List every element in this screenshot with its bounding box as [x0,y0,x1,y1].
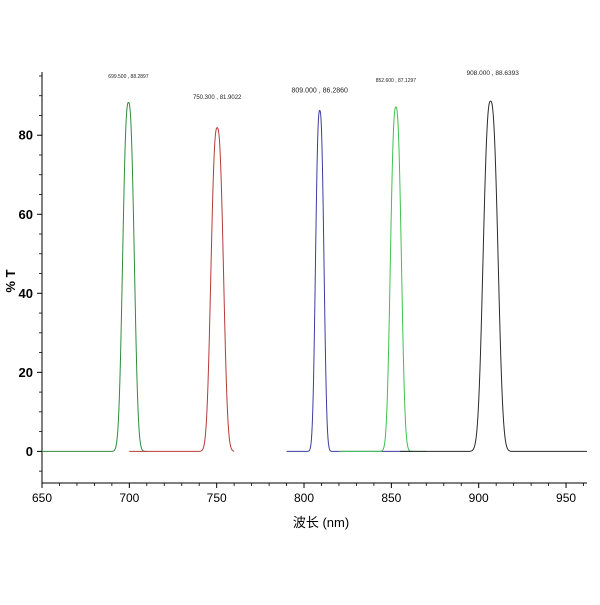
series-group [42,100,587,452]
x-tick-label: 950 [556,491,576,505]
series-line-5 [400,100,587,452]
peak-annotation-3: 809.000 , 86.2860 [292,88,349,95]
x-tick-label: 750 [207,491,227,505]
x-tick-label: 800 [294,491,314,505]
peak-annotation-2: 750.300 , 81.9022 [193,95,242,101]
x-tick-label: 650 [32,491,52,505]
y-tick-label: 80 [19,128,33,143]
y-tick-label: 60 [19,207,33,222]
y-tick-label: 20 [19,365,33,380]
peak-annotation-5: 908.000 , 88.6393 [466,70,519,77]
x-tick-label: 900 [469,491,489,505]
axes: 650 700 750 800 850 900 950 0 20 40 60 80 [19,72,587,505]
peak-annotation-1: 699.500 , 88.2897 [108,74,149,80]
x-tick-label: 700 [119,491,139,505]
series-line-4 [338,106,427,452]
series-line-2 [129,127,235,452]
y-tick-label: 40 [19,286,33,301]
x-axis-label: 波长 (nm) [293,515,349,530]
x-tick-label: 850 [381,491,401,505]
series-line-1 [42,101,147,452]
peak-annotation-4: 852.600 , 87.1297 [376,78,417,84]
y-axis-label: % T [3,269,18,292]
y-tick-label: 0 [26,444,33,459]
peak-annotations: 699.500 , 88.2897 750.300 , 81.9022 809.00… [108,70,519,101]
series-line-3 [286,109,413,452]
